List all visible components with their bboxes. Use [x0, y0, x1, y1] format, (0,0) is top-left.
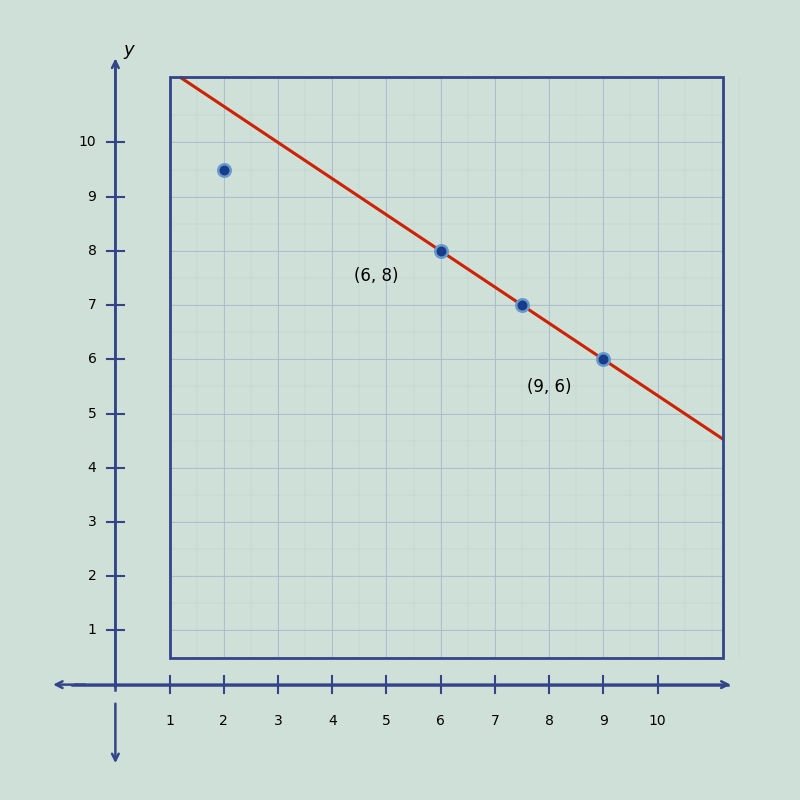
- Text: 4: 4: [88, 461, 96, 474]
- Text: 7: 7: [88, 298, 96, 312]
- Text: 4: 4: [328, 714, 337, 729]
- Text: 7: 7: [490, 714, 499, 729]
- Text: 1: 1: [165, 714, 174, 729]
- Text: 5: 5: [88, 406, 96, 421]
- Text: 5: 5: [382, 714, 391, 729]
- Text: 3: 3: [88, 515, 96, 529]
- Text: (6, 8): (6, 8): [354, 266, 398, 285]
- Text: 9: 9: [599, 714, 608, 729]
- Text: 1: 1: [87, 623, 96, 638]
- Point: [218, 163, 230, 176]
- Text: y: y: [124, 42, 134, 59]
- Text: 8: 8: [87, 244, 96, 258]
- Text: 2: 2: [88, 569, 96, 583]
- Text: 10: 10: [78, 135, 96, 150]
- Text: 2: 2: [219, 714, 228, 729]
- Text: 6: 6: [87, 352, 96, 366]
- Text: 6: 6: [436, 714, 445, 729]
- Text: 8: 8: [545, 714, 554, 729]
- Point: [434, 245, 447, 258]
- Text: 9: 9: [87, 190, 96, 204]
- Text: (9, 6): (9, 6): [527, 378, 572, 396]
- Text: 10: 10: [649, 714, 666, 729]
- Point: [597, 353, 610, 366]
- Point: [515, 298, 528, 311]
- Text: 3: 3: [274, 714, 282, 729]
- Bar: [170, 78, 722, 658]
